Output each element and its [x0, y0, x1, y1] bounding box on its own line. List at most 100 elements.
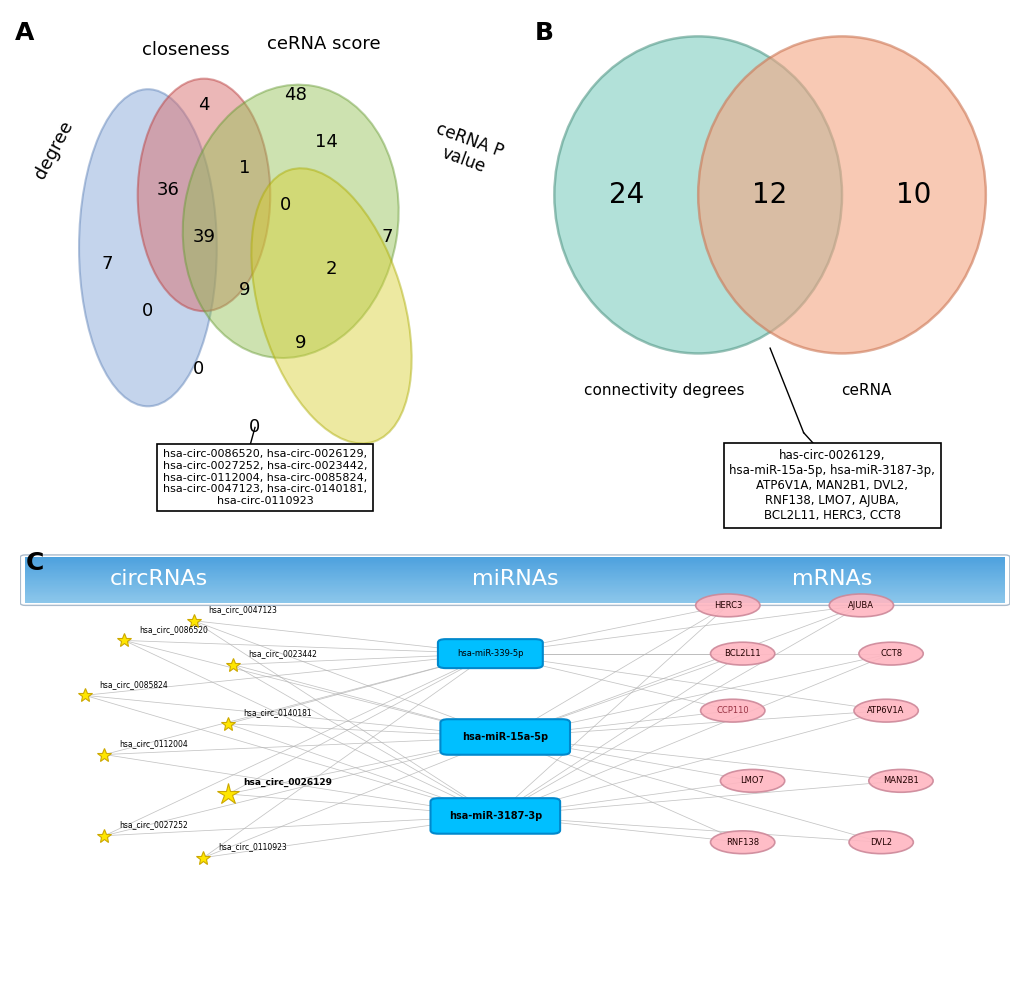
Bar	[25, 559, 1004, 560]
Text: ceRNA score: ceRNA score	[267, 35, 380, 53]
Ellipse shape	[251, 168, 412, 444]
Bar	[25, 560, 1004, 561]
Text: closeness: closeness	[142, 41, 230, 59]
Text: 9: 9	[294, 334, 307, 352]
Text: hsa_circ_0085824: hsa_circ_0085824	[100, 680, 168, 689]
Bar	[25, 585, 1004, 587]
Bar	[25, 579, 1004, 581]
Bar	[25, 584, 1004, 586]
Bar	[25, 598, 1004, 600]
Text: hsa_circ_0140181: hsa_circ_0140181	[243, 708, 312, 717]
Text: hsa_circ_0023442: hsa_circ_0023442	[248, 649, 317, 658]
Text: hsa-miR-15a-5p: hsa-miR-15a-5p	[462, 732, 548, 742]
Text: 4: 4	[198, 96, 210, 114]
Text: 1: 1	[238, 160, 251, 177]
Text: 36: 36	[157, 180, 179, 198]
Text: 0: 0	[279, 196, 291, 214]
FancyBboxPatch shape	[430, 799, 559, 833]
Text: ceRNA P
value: ceRNA P value	[427, 120, 505, 180]
Text: connectivity degrees: connectivity degrees	[584, 383, 744, 398]
Text: ceRNA: ceRNA	[840, 383, 891, 398]
Bar	[25, 593, 1004, 595]
Bar	[25, 583, 1004, 585]
Text: 14: 14	[315, 133, 337, 152]
Bar	[25, 556, 1004, 558]
Ellipse shape	[848, 831, 912, 853]
Bar	[25, 582, 1004, 583]
Bar	[25, 601, 1004, 603]
Bar	[25, 581, 1004, 582]
Text: B: B	[535, 21, 553, 45]
Text: 2: 2	[325, 260, 337, 278]
Bar	[25, 564, 1004, 566]
Text: hsa_circ_0026129: hsa_circ_0026129	[243, 779, 332, 788]
Text: 0: 0	[142, 302, 154, 320]
Text: RNF138: RNF138	[726, 837, 758, 846]
Text: 24: 24	[608, 180, 643, 209]
Ellipse shape	[182, 85, 398, 358]
Text: 0: 0	[193, 360, 205, 378]
Text: AJUBA: AJUBA	[848, 601, 873, 610]
Bar	[25, 596, 1004, 597]
Text: circRNAs: circRNAs	[110, 569, 208, 589]
Text: hsa-miR-339-5p: hsa-miR-339-5p	[457, 649, 523, 658]
Text: 39: 39	[193, 228, 215, 246]
Bar	[25, 600, 1004, 602]
Text: 10: 10	[896, 180, 930, 209]
Text: mRNAs: mRNAs	[791, 569, 871, 589]
Bar	[25, 561, 1004, 563]
Text: DVL2: DVL2	[869, 837, 892, 846]
Bar	[25, 563, 1004, 565]
Text: hsa-circ-0086520, hsa-circ-0026129,
hsa-circ-0027252, hsa-circ-0023442,
hsa-circ: hsa-circ-0086520, hsa-circ-0026129, hsa-…	[163, 450, 367, 505]
Text: hsa_circ_0112004: hsa_circ_0112004	[119, 739, 187, 748]
Bar	[25, 569, 1004, 571]
Bar	[25, 573, 1004, 574]
Bar	[25, 568, 1004, 570]
Bar	[25, 597, 1004, 598]
Bar	[25, 589, 1004, 590]
Bar	[25, 588, 1004, 589]
Ellipse shape	[695, 594, 759, 617]
Text: 7: 7	[381, 228, 393, 246]
Bar	[25, 586, 1004, 588]
Text: HERC3: HERC3	[713, 601, 741, 610]
Bar	[25, 570, 1004, 572]
Bar	[25, 575, 1004, 576]
Bar	[25, 590, 1004, 591]
Bar	[25, 599, 1004, 601]
Text: MAN2B1: MAN2B1	[882, 777, 918, 786]
FancyBboxPatch shape	[440, 719, 570, 755]
Text: LMO7: LMO7	[740, 777, 764, 786]
Text: CCP110: CCP110	[715, 706, 748, 715]
Text: has-circ-0026129,
hsa-miR-15a-5p, hsa-miR-3187-3p,
ATP6V1A, MAN2B1, DVL2,
RNF138: has-circ-0026129, hsa-miR-15a-5p, hsa-mi…	[729, 449, 934, 522]
Text: hsa_circ_0027252: hsa_circ_0027252	[119, 821, 187, 830]
Bar	[25, 571, 1004, 573]
Text: hsa_circ_0086520: hsa_circ_0086520	[139, 625, 208, 634]
Text: 9: 9	[238, 281, 251, 299]
Bar	[25, 566, 1004, 567]
FancyBboxPatch shape	[437, 639, 542, 668]
Ellipse shape	[858, 642, 922, 665]
Text: CCT8: CCT8	[879, 649, 901, 658]
Bar	[25, 592, 1004, 594]
Text: 12: 12	[752, 180, 787, 209]
Text: ATP6V1A: ATP6V1A	[866, 706, 904, 715]
Text: degree: degree	[31, 118, 76, 182]
Ellipse shape	[828, 594, 893, 617]
Text: hsa-miR-3187-3p: hsa-miR-3187-3p	[448, 811, 541, 821]
Text: hsa_circ_0047123: hsa_circ_0047123	[208, 605, 277, 614]
Ellipse shape	[868, 770, 932, 793]
Bar	[25, 567, 1004, 568]
Circle shape	[554, 37, 842, 354]
Text: A: A	[15, 21, 35, 45]
Bar	[25, 577, 1004, 579]
Bar	[25, 578, 1004, 580]
Ellipse shape	[719, 770, 784, 793]
Text: hsa_circ_0110923: hsa_circ_0110923	[218, 842, 286, 851]
Bar	[25, 576, 1004, 578]
Ellipse shape	[79, 90, 217, 407]
Ellipse shape	[700, 699, 764, 722]
Text: 48: 48	[284, 86, 307, 104]
Text: miRNAs: miRNAs	[472, 569, 557, 589]
Circle shape	[698, 37, 985, 354]
